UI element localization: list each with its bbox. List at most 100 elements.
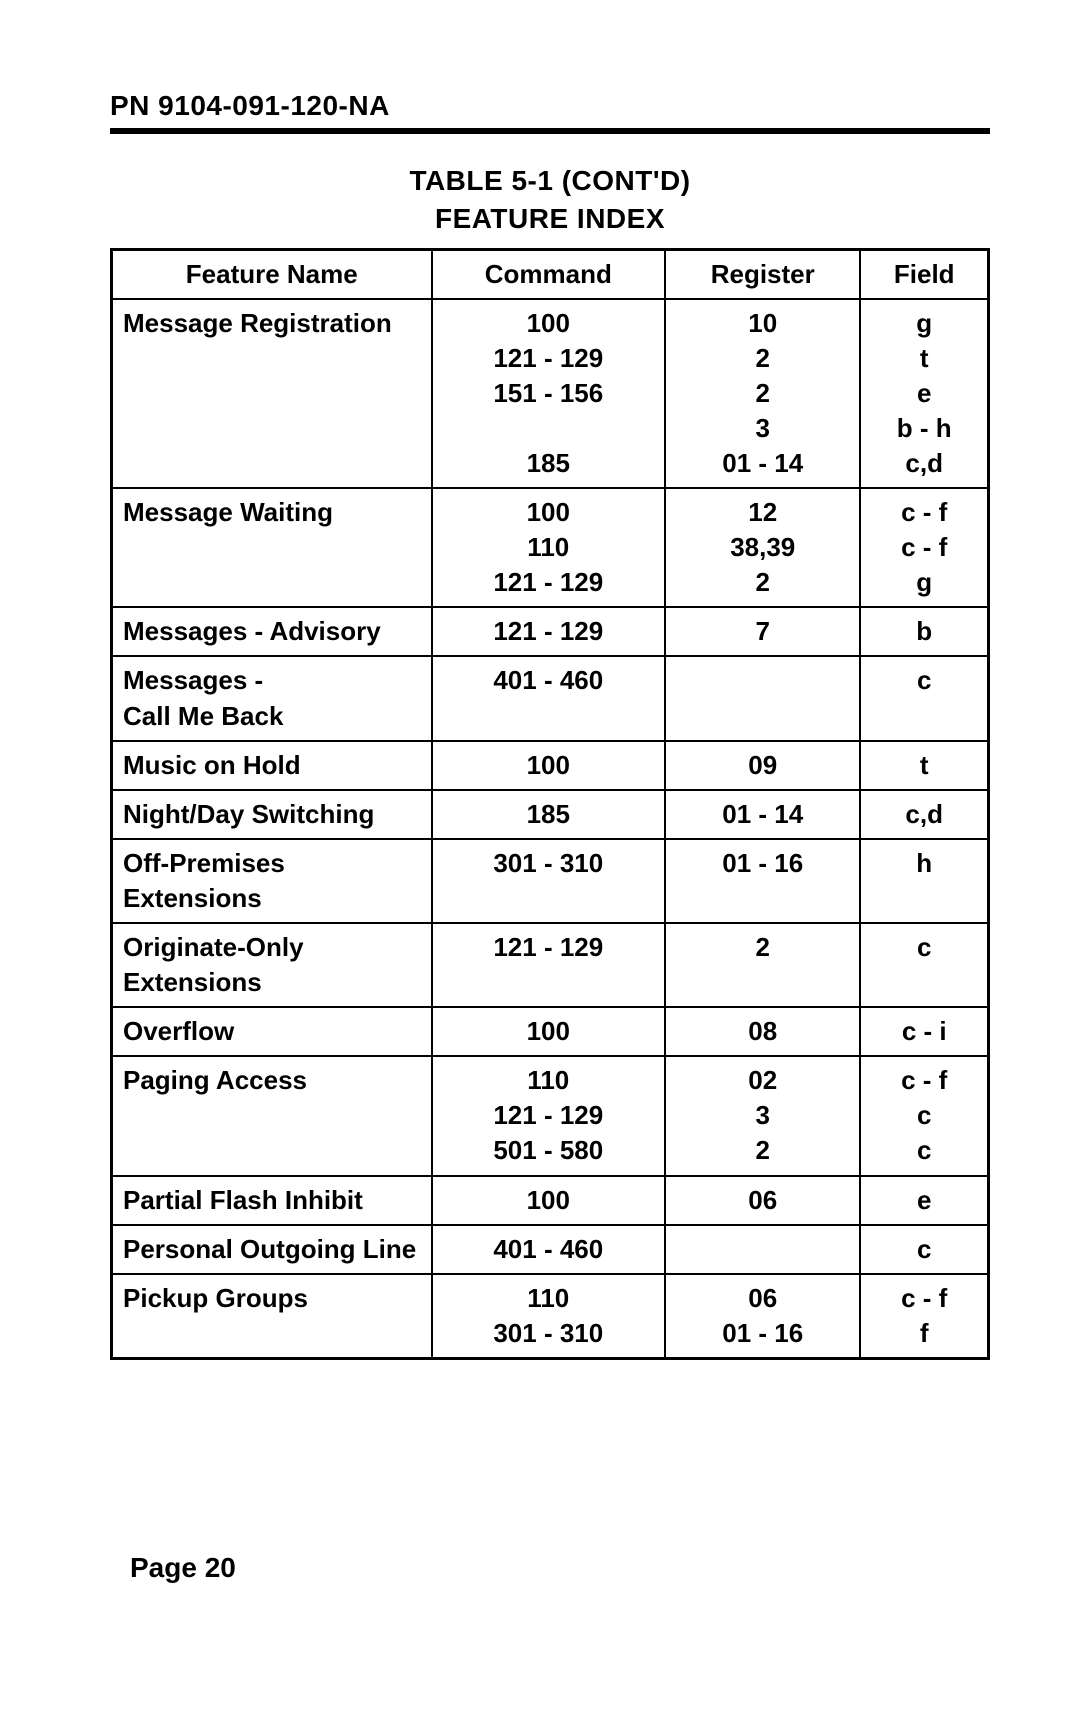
cell-feature-name: Pickup Groups [112,1274,432,1359]
cell-register: 01 - 16 [665,839,860,923]
table-row: Pickup Groups110301 - 3100601 - 16c - ff [112,1274,989,1359]
title-line1: TABLE 5-1 (CONT'D) [110,162,990,200]
cell-line: Partial Flash Inhibit [123,1183,421,1218]
cell-line: 110 [443,1063,655,1098]
col-register: Register [665,249,860,299]
cell-line: Messages - Advisory [123,614,421,649]
cell-line: Message Registration [123,306,421,341]
cell-register: 0601 - 16 [665,1274,860,1359]
cell-register: 06 [665,1176,860,1225]
cell-field: gteb - hc,d [860,299,988,488]
cell-line: 09 [676,748,849,783]
cell-command: 100 [432,741,666,790]
table-title: TABLE 5-1 (CONT'D) FEATURE INDEX [110,162,990,238]
cell-command: 110301 - 310 [432,1274,666,1359]
cell-line [676,1232,849,1267]
cell-feature-name: Partial Flash Inhibit [112,1176,432,1225]
cell-line: Night/Day Switching [123,797,421,832]
cell-line: 501 - 580 [443,1133,655,1168]
cell-line: c [871,663,977,698]
cell-line: c,d [871,797,977,832]
cell-line: Music on Hold [123,748,421,783]
col-command: Command [432,249,666,299]
cell-field: c - ff [860,1274,988,1359]
cell-line: c [871,1133,977,1168]
cell-line: 02 [676,1063,849,1098]
cell-command: 301 - 310 [432,839,666,923]
cell-command: 121 - 129 [432,923,666,1007]
cell-line: 06 [676,1281,849,1316]
cell-line: Extensions [123,965,421,1000]
cell-command: 401 - 460 [432,1225,666,1274]
table-row: Originate-OnlyExtensions121 - 1292c [112,923,989,1007]
cell-line [676,663,849,698]
cell-line: c - i [871,1014,977,1049]
cell-field: c [860,923,988,1007]
cell-command: 100 [432,1176,666,1225]
cell-line: Extensions [123,881,421,916]
feature-index-table: Feature Name Command Register Field Mess… [110,248,990,1360]
cell-register [665,656,860,740]
cell-register [665,1225,860,1274]
table-row: Off-PremisesExtensions 301 - 310 01 - 16 h [112,839,989,923]
cell-line: 3 [676,411,849,446]
cell-line: e [871,376,977,411]
cell-line: 401 - 460 [443,1232,655,1267]
cell-line: 110 [443,530,655,565]
cell-line: 2 [676,565,849,600]
cell-command: 110121 - 129501 - 580 [432,1056,666,1175]
cell-line: 06 [676,1183,849,1218]
cell-line: Message Waiting [123,495,421,530]
cell-line: 01 - 14 [676,446,849,481]
cell-line: c [871,1098,977,1133]
cell-field: h [860,839,988,923]
cell-line: 01 - 14 [676,797,849,832]
cell-line: 301 - 310 [443,1316,655,1351]
cell-line: c,d [871,446,977,481]
cell-line: b [871,614,977,649]
cell-line: c - f [871,1063,977,1098]
cell-line: Off-Premises [123,846,421,881]
cell-command: 185 [432,790,666,839]
cell-line: 100 [443,748,655,783]
document-pn: PN 9104-091-120-NA [110,90,990,122]
table-row: Partial Flash Inhibit10006e [112,1176,989,1225]
table-row: Message Registration 100121 - 129151 - 15… [112,299,989,488]
cell-line: 2 [676,341,849,376]
table-row: Personal Outgoing Line 401 - 460 c [112,1225,989,1274]
cell-line: 7 [676,614,849,649]
cell-line: 12 [676,495,849,530]
cell-feature-name: Overflow [112,1007,432,1056]
cell-line: Call Me Back [123,699,421,734]
cell-line: Personal Outgoing Line [123,1232,421,1267]
cell-line: 110 [443,1281,655,1316]
cell-line: 151 - 156 [443,376,655,411]
cell-line: g [871,565,977,600]
cell-field: c [860,656,988,740]
cell-line: 10 [676,306,849,341]
cell-line: Messages - [123,663,421,698]
cell-feature-name: Originate-OnlyExtensions [112,923,432,1007]
cell-line: Originate-Only [123,930,421,965]
cell-command: 100110121 - 129 [432,488,666,607]
cell-line: c [871,930,977,965]
cell-line: g [871,306,977,341]
cell-line: 301 - 310 [443,846,655,881]
title-line2: FEATURE INDEX [110,200,990,238]
cell-register: 1022301 - 14 [665,299,860,488]
cell-line: h [871,846,977,881]
cell-line: 100 [443,1014,655,1049]
cell-command: 100121 - 129151 - 156 185 [432,299,666,488]
cell-register: 1238,392 [665,488,860,607]
cell-field: c [860,1225,988,1274]
cell-register: 0232 [665,1056,860,1175]
cell-field: t [860,741,988,790]
cell-feature-name: Messages -Call Me Back [112,656,432,740]
cell-feature-name: Messages - Advisory [112,607,432,656]
cell-register: 09 [665,741,860,790]
cell-line: 185 [443,797,655,832]
table-row: Messages -Call Me Back401 - 460 c [112,656,989,740]
cell-line: 3 [676,1098,849,1133]
cell-field: c - i [860,1007,988,1056]
table-row: Messages - Advisory121 - 1297b [112,607,989,656]
